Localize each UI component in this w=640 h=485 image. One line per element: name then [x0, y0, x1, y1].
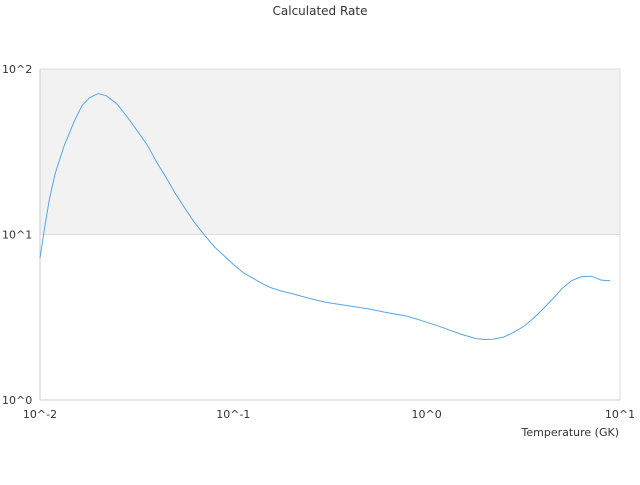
y-tick-label: 10^1 [2, 229, 32, 242]
chart-title: Calculated Rate [272, 4, 368, 18]
x-tick-label: 10^-2 [23, 408, 57, 421]
x-tick-label: 10^0 [412, 408, 442, 421]
y-tick-label: 10^0 [2, 394, 32, 407]
x-tick-label: 10^1 [605, 408, 635, 421]
tick-labels: 10^-2 10^-1 10^0 10^1 10^0 10^1 10^2 [2, 63, 635, 421]
y-tick-label: 10^2 [2, 63, 32, 76]
shaded-band [40, 69, 620, 235]
axes [39, 69, 620, 401]
series-line [39, 93, 611, 341]
x-tick-label: 10^-1 [216, 408, 250, 421]
x-axis-label: Temperature (GK) [521, 426, 620, 439]
series-group [39, 93, 611, 341]
